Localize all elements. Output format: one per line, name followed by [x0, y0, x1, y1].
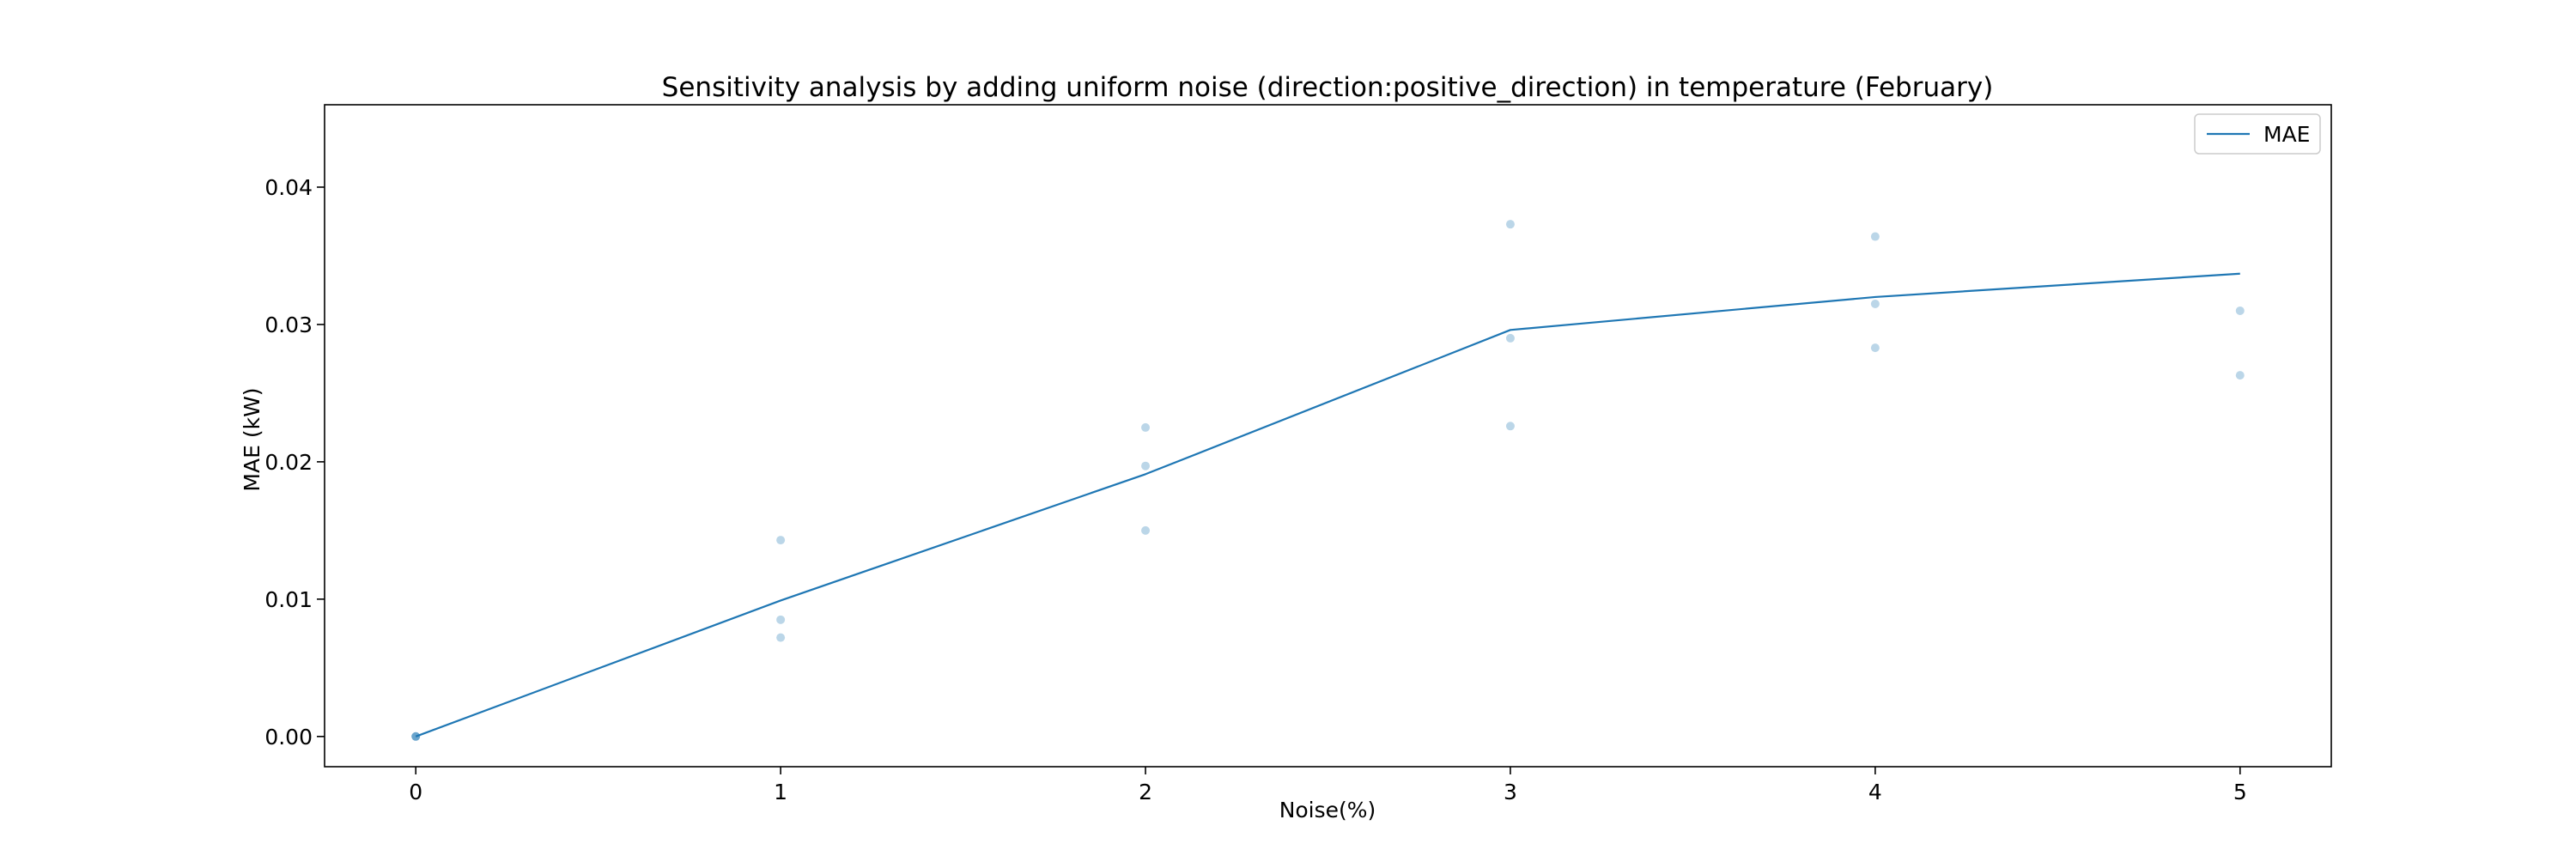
y-axis-label: MAE (kW) [240, 387, 264, 491]
scatter-point [1870, 343, 1880, 353]
scatter-point [1141, 525, 1151, 535]
x-tick-label: 1 [774, 780, 787, 804]
plot-frame [324, 104, 2332, 768]
scatter-point [776, 633, 786, 642]
scatter-point [2235, 371, 2245, 380]
scatter-point [1870, 299, 1880, 308]
series-line-mae [415, 272, 2240, 738]
scatter-point [1505, 422, 1515, 431]
x-axis-label: Noise(%) [1279, 798, 1376, 823]
scatter-point [2235, 306, 2245, 315]
scatter-point [776, 536, 786, 545]
y-tick-label: 0.04 [264, 175, 313, 200]
scatter-point [1870, 232, 1880, 241]
legend: MAE [2194, 113, 2321, 155]
plot-area: 0 1 2 3 4 5 0.00 0.01 0.02 0.03 0.04 [264, 104, 2332, 804]
y-tick-label: 0.02 [264, 450, 313, 475]
x-tick-label: 5 [2233, 780, 2247, 804]
scatter-point [1141, 422, 1151, 432]
chart-title: Sensitivity analysis by adding uniform n… [662, 72, 1994, 103]
x-tick-label: 0 [409, 780, 422, 804]
scatter-point [776, 615, 786, 624]
y-tick-label: 0.03 [264, 313, 313, 337]
legend-frame [2194, 113, 2321, 155]
y-tick-label: 0.00 [264, 725, 313, 750]
y-tick-label: 0.01 [264, 587, 313, 612]
x-tick-label: 3 [1504, 780, 1517, 804]
legend-label-mae: MAE [2263, 122, 2310, 147]
scatter-point [1505, 333, 1515, 343]
scatter-point [1505, 220, 1515, 229]
x-tick-label: 4 [1868, 780, 1882, 804]
scatter-point [1141, 461, 1151, 470]
x-tick-label: 2 [1139, 780, 1152, 804]
